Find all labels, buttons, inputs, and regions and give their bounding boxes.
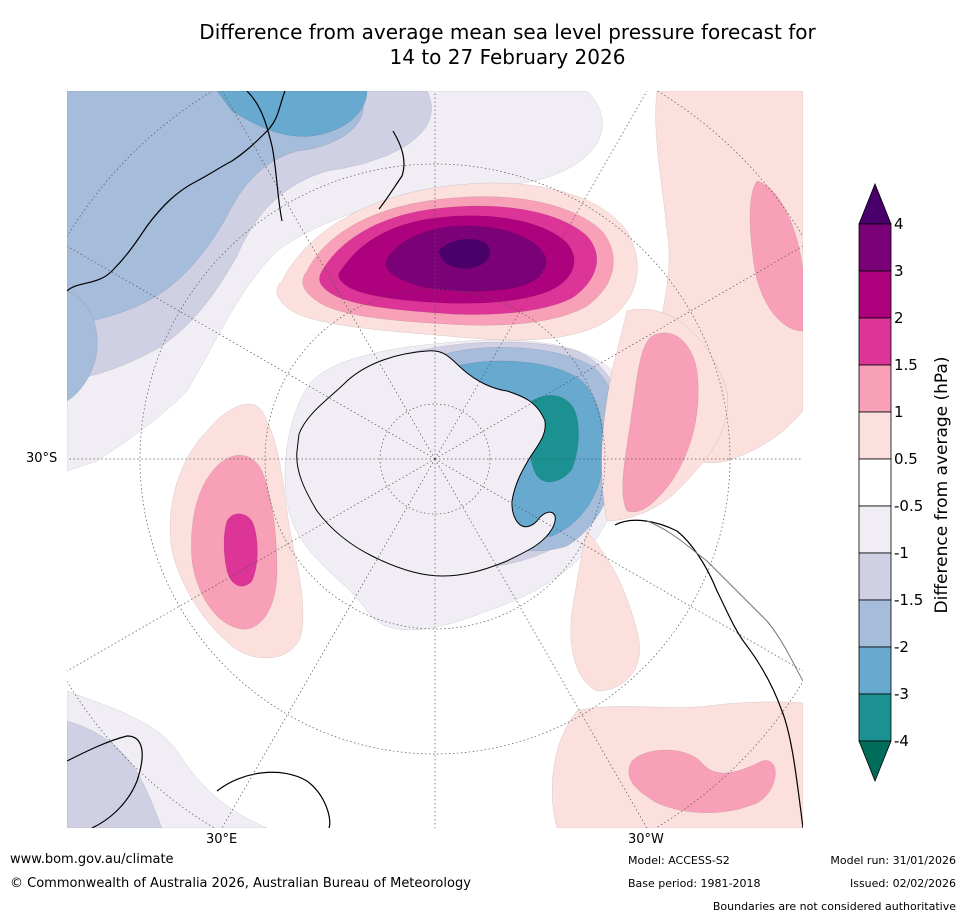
pos-anomaly-atlantic-south bbox=[570, 530, 640, 692]
footer-copyright: © Commonwealth of Australia 2026, Austra… bbox=[10, 876, 471, 891]
legend-tick-label: 1 bbox=[894, 403, 904, 421]
pos-anomaly-central-core bbox=[438, 239, 491, 269]
madagascar-coastline bbox=[216, 771, 331, 828]
longitude-label-30w: 30°W bbox=[628, 832, 664, 847]
graticule bbox=[67, 91, 803, 828]
legend-tick-label: 1.5 bbox=[894, 356, 918, 374]
legend-swatch bbox=[858, 223, 892, 272]
legend-tick-label: -1 bbox=[894, 544, 909, 562]
footer-model-run: Model run: 31/01/2026 bbox=[830, 854, 956, 867]
legend-tick-label: -4 bbox=[894, 732, 909, 750]
legend-swatch bbox=[858, 693, 892, 742]
longitude-label-30e: 30°E bbox=[206, 832, 238, 847]
latitude-label-30s: 30°S bbox=[26, 451, 58, 466]
legend-swatch bbox=[858, 317, 892, 366]
neg-anomaly-southwest-inner bbox=[67, 720, 163, 828]
legend-swatch bbox=[858, 270, 892, 319]
legend-tick-label: 0.5 bbox=[894, 450, 918, 468]
south-america-coastline bbox=[614, 519, 803, 828]
title-line-1: Difference from average mean sea level p… bbox=[199, 20, 816, 44]
legend-swatch bbox=[858, 505, 892, 554]
legend-colorbar bbox=[858, 182, 892, 783]
new-zealand-coastline bbox=[378, 130, 405, 210]
neg-anomaly-west-australia bbox=[67, 290, 98, 402]
legend-swatch bbox=[858, 411, 892, 460]
legend-tick-label: 2 bbox=[894, 309, 904, 327]
footer-model: Model: ACCESS-S2 bbox=[628, 854, 730, 867]
legend-arrow-bottom bbox=[858, 740, 892, 783]
footer-base-period: Base period: 1981-2018 bbox=[628, 877, 761, 890]
legend-tick-label: -2 bbox=[894, 638, 909, 656]
chart-title: Difference from average mean sea level p… bbox=[100, 20, 915, 70]
footer-url[interactable]: www.bom.gov.au/climate bbox=[10, 852, 174, 867]
antarctica-coastline bbox=[296, 350, 556, 577]
legend-title: Difference from average (hPa) bbox=[932, 356, 952, 614]
legend-tick-label: -0.5 bbox=[894, 497, 924, 515]
pos-anomaly-indian-inner bbox=[223, 513, 258, 587]
south-america-border bbox=[646, 520, 803, 682]
pos-anomaly-atlantic-mid bbox=[622, 332, 699, 513]
legend-swatch bbox=[858, 552, 892, 601]
neg-anomaly-tasman bbox=[216, 91, 368, 137]
legend-swatch bbox=[858, 364, 892, 413]
legend-tick-label: -1.5 bbox=[894, 591, 924, 609]
pos-anomaly-southeast bbox=[628, 749, 776, 813]
legend-tick-label: -3 bbox=[894, 685, 909, 703]
legend-tick-label: 4 bbox=[894, 215, 904, 233]
title-line-2: 14 to 27 February 2026 bbox=[389, 45, 626, 69]
australia-coastline bbox=[67, 91, 286, 292]
pressure-anomaly-map bbox=[67, 91, 803, 828]
neg-anomaly-australia bbox=[67, 91, 364, 327]
footer-issued: Issued: 02/02/2026 bbox=[849, 877, 956, 890]
legend-arrow-top bbox=[858, 182, 892, 225]
legend-tick-label: 3 bbox=[894, 262, 904, 280]
legend-swatch bbox=[858, 458, 892, 507]
legend-swatch bbox=[858, 599, 892, 648]
australia-east-coast bbox=[246, 91, 283, 222]
legend-swatch bbox=[858, 646, 892, 695]
footer-disclaimer: Boundaries are not considered authoritat… bbox=[712, 900, 956, 913]
africa-coastline bbox=[67, 735, 143, 828]
